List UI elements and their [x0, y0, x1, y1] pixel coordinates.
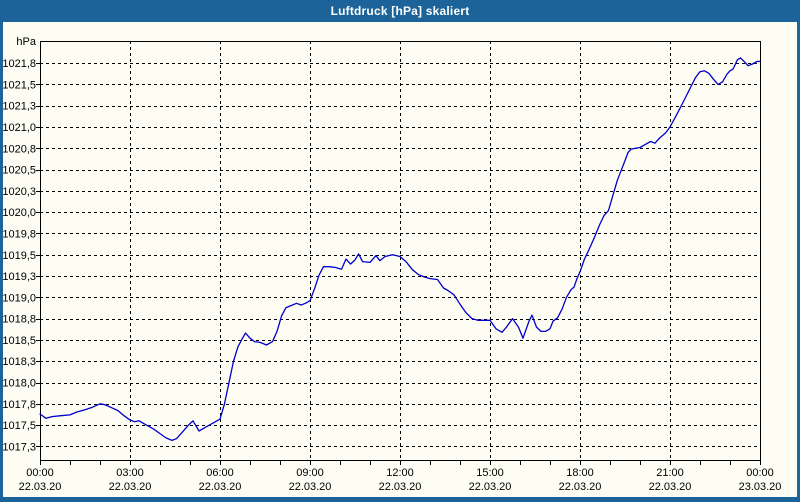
- y-axis-tick-label: 1020,5: [3, 165, 36, 177]
- y-axis-tick-label: 1019,8: [3, 228, 36, 240]
- x-axis-time-label: 00:00: [26, 467, 54, 479]
- x-axis-time-label: 06:00: [206, 467, 234, 479]
- y-axis-tick-label: 1018,3: [3, 356, 36, 368]
- x-axis-time-label: 00:00: [746, 467, 774, 479]
- pressure-curve: [39, 57, 761, 442]
- y-axis-tick-label: 1019,3: [3, 271, 36, 283]
- x-axis-date-label: 22.03.20: [289, 481, 332, 493]
- y-axis-tick-label: 1021,8: [3, 58, 36, 70]
- x-axis-date-label: 22.03.20: [109, 481, 152, 493]
- y-axis-tick-label: 1017,5: [3, 420, 36, 432]
- y-axis-tick-label: 1017,8: [3, 399, 36, 411]
- y-axis-tick-label: 1020,0: [3, 207, 36, 219]
- x-axis-time-label: 21:00: [656, 467, 684, 479]
- x-axis-time-label: 12:00: [386, 467, 414, 479]
- pressure-chart: hPa 1021,8 1021,5 1021,3 1021,0 1020,8 1020,5 1…: [2, 36, 782, 493]
- x-axis-date-label: 22.03.20: [199, 481, 242, 493]
- x-axis-date-label: 22.03.20: [19, 481, 62, 493]
- axis-ticks: [36, 63, 761, 465]
- x-axis-date-label: 22.03.20: [379, 481, 422, 493]
- x-axis-time-label: 09:00: [296, 467, 324, 479]
- y-axis-tick-label: 1017,3: [3, 441, 36, 453]
- x-axis-date-label: 22.03.20: [469, 481, 512, 493]
- y-axis-tick-label: 1019,0: [3, 292, 36, 304]
- y-axis-tick-label: 1018,5: [3, 335, 36, 347]
- y-axis-tick-label: 1020,3: [3, 186, 36, 198]
- y-axis-tick-label: 1018,0: [3, 378, 36, 390]
- x-axis-labels: 00:00 22.03.20 03:00 22.03.20 06:00 22.03.20 0…: [19, 467, 782, 493]
- window-titlebar[interactable]: Luftdruck [hPa] skaliert: [0, 0, 800, 22]
- y-axis-labels: hPa 1021,8 1021,5 1021,3 1021,0 1020,8 1020,5 1…: [2, 36, 37, 453]
- x-axis-date-label: 22.03.20: [649, 481, 692, 493]
- plot-border: [40, 41, 761, 461]
- y-axis-tick-label: 1021,3: [3, 101, 36, 113]
- y-axis-tick-label: 1019,5: [3, 250, 36, 262]
- x-axis-time-label: 15:00: [476, 467, 504, 479]
- chart-window-content: hPa 1021,8 1021,5 1021,3 1021,0 1020,8 1020,5 1…: [2, 22, 797, 497]
- y-axis-tick-label: 1021,5: [3, 79, 36, 91]
- x-axis-date-label: 22.03.20: [559, 481, 602, 493]
- y-axis-tick-label: 1018,8: [3, 314, 36, 326]
- x-axis-time-label: 18:00: [566, 467, 594, 479]
- y-axis-unit-label: hPa: [16, 36, 36, 48]
- window-title: Luftdruck [hPa] skaliert: [330, 4, 470, 18]
- y-axis-tick-label: 1021,0: [3, 122, 36, 134]
- x-axis-time-label: 03:00: [116, 467, 144, 479]
- grid-lines: [40, 41, 760, 460]
- y-axis-tick-label: 1020,8: [3, 143, 36, 155]
- x-axis-date-label: 23.03.20: [739, 481, 782, 493]
